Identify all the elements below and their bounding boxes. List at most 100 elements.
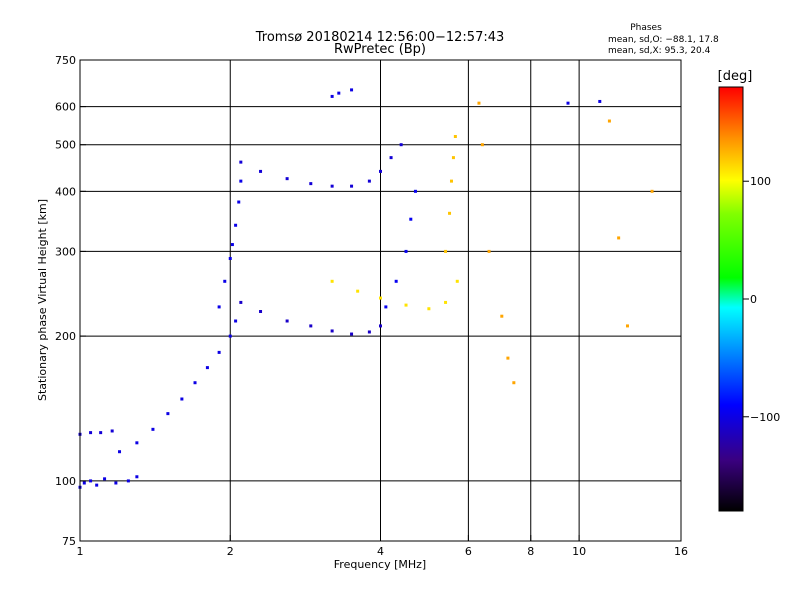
data-point: [477, 101, 481, 105]
data-point: [135, 441, 139, 445]
data-point: [384, 305, 388, 309]
data-point: [217, 350, 221, 354]
data-point: [228, 334, 232, 338]
data-point: [228, 256, 232, 260]
data-point: [193, 381, 197, 385]
stats-heading: Phases: [630, 23, 662, 33]
colorbar-tick-label: 0: [750, 293, 757, 306]
y-tick-label: 400: [55, 185, 76, 198]
data-point: [506, 356, 510, 360]
colorbar-ticks: 100 0 −100: [743, 175, 780, 424]
data-point: [379, 296, 382, 300]
data-point: [451, 156, 455, 160]
data-point: [350, 332, 354, 336]
y-tick-label: 600: [55, 101, 76, 114]
chart-subtitle: RwPretec (Bp): [334, 42, 426, 57]
data-point: [500, 314, 504, 318]
data-point: [399, 143, 403, 147]
data-point: [239, 300, 243, 304]
data-point: [205, 366, 209, 370]
x-tick-label: 16: [674, 545, 688, 558]
data-point: [230, 243, 234, 247]
data-point: [259, 310, 263, 314]
data-point: [330, 184, 334, 188]
data-point: [444, 300, 448, 304]
y-tick-label: 750: [55, 54, 76, 67]
data-point: [89, 431, 93, 435]
data-point: [404, 249, 408, 253]
data-point: [217, 305, 221, 309]
axis-ticks: 1 2 4 6 8 10 16 75 100 200 300 400 500 600 750: [55, 54, 688, 558]
data-point: [617, 236, 621, 240]
data-point: [237, 200, 241, 204]
x-tick-label: 8: [527, 545, 534, 558]
data-point: [625, 324, 629, 328]
data-point: [607, 119, 611, 123]
data-point: [350, 184, 354, 188]
data-point: [512, 381, 516, 385]
grid-lines: [80, 60, 681, 541]
data-point: [223, 279, 227, 283]
data-point: [239, 160, 243, 164]
data-point: [480, 143, 484, 147]
data-point: [82, 481, 86, 485]
data-point: [285, 319, 289, 323]
data-point: [337, 91, 341, 95]
data-point: [350, 88, 354, 92]
chart-title: Tromsø 20180214 12:56:00−12:57:43: [255, 30, 505, 45]
data-point: [330, 279, 334, 283]
data-point: [367, 330, 371, 334]
data-point: [455, 279, 459, 283]
colorbar-tick-label: 100: [750, 175, 771, 188]
data-point: [367, 179, 371, 183]
colorbar-unit-label: [deg]: [718, 69, 753, 84]
data-point: [598, 99, 602, 103]
y-tick-label: 500: [55, 139, 76, 152]
data-point: [234, 319, 238, 323]
data-point: [404, 303, 408, 307]
data-point: [650, 189, 654, 193]
data-points: [78, 88, 654, 489]
y-tick-label: 200: [55, 330, 76, 343]
data-point: [409, 217, 413, 221]
data-point: [180, 397, 184, 401]
data-point: [453, 135, 457, 139]
data-point: [234, 223, 238, 227]
data-point: [95, 483, 99, 487]
data-point: [389, 156, 393, 160]
data-point: [118, 450, 122, 454]
data-point: [89, 479, 93, 483]
data-point: [330, 94, 334, 98]
data-point: [126, 479, 130, 483]
data-point: [309, 182, 313, 186]
data-point: [330, 329, 334, 333]
x-axis-label: Frequency [MHz]: [334, 558, 426, 571]
x-tick-label: 10: [572, 545, 586, 558]
data-point: [151, 427, 155, 431]
data-point: [448, 211, 452, 215]
data-point: [379, 169, 382, 173]
data-point: [103, 477, 107, 481]
data-point: [487, 249, 491, 253]
y-tick-label: 300: [55, 245, 76, 258]
data-point: [444, 249, 448, 253]
x-tick-label: 6: [465, 545, 472, 558]
x-tick-label: 2: [227, 545, 234, 558]
stats-line-o: mean, sd,O: −88.1, 17.8: [608, 35, 719, 45]
data-point: [566, 101, 570, 105]
data-point: [114, 481, 118, 485]
data-point: [449, 179, 453, 183]
colorbar-tick-label: −100: [750, 411, 780, 424]
data-point: [413, 189, 417, 193]
y-tick-label: 75: [62, 535, 76, 548]
data-point: [427, 307, 431, 311]
data-point: [394, 279, 398, 283]
stats-line-x: mean, sd,X: 95.3, 20.4: [608, 46, 711, 56]
x-tick-label: 4: [377, 545, 384, 558]
data-point: [356, 289, 360, 293]
data-point: [135, 475, 139, 479]
data-point: [379, 324, 382, 328]
data-point: [239, 179, 243, 183]
x-tick-label: 1: [77, 545, 84, 558]
